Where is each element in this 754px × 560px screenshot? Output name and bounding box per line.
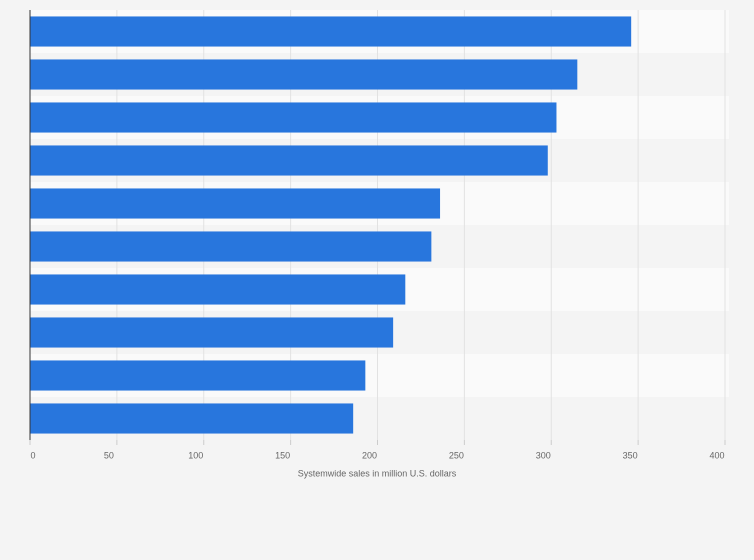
x-tick-label: 250 — [449, 450, 464, 460]
bar — [30, 59, 578, 90]
x-tick-label: 300 — [536, 450, 551, 460]
x-tick-label: 150 — [275, 450, 290, 460]
bar — [30, 274, 406, 305]
x-tick-label: 200 — [362, 450, 377, 460]
x-axis-label: Systemwide sales in million U.S. dollars — [298, 468, 457, 478]
x-tick-label: 400 — [709, 450, 724, 460]
bar — [30, 360, 366, 391]
bar — [30, 102, 557, 133]
x-tick-label: 50 — [104, 450, 114, 460]
bar — [30, 188, 441, 219]
x-tick-label: 0 — [30, 450, 35, 460]
x-tick-label: 350 — [623, 450, 638, 460]
bar — [30, 317, 394, 348]
bar — [30, 403, 354, 434]
x-tick-label: 100 — [188, 450, 203, 460]
bar — [30, 145, 548, 176]
bar — [30, 16, 632, 47]
bar — [30, 231, 432, 262]
